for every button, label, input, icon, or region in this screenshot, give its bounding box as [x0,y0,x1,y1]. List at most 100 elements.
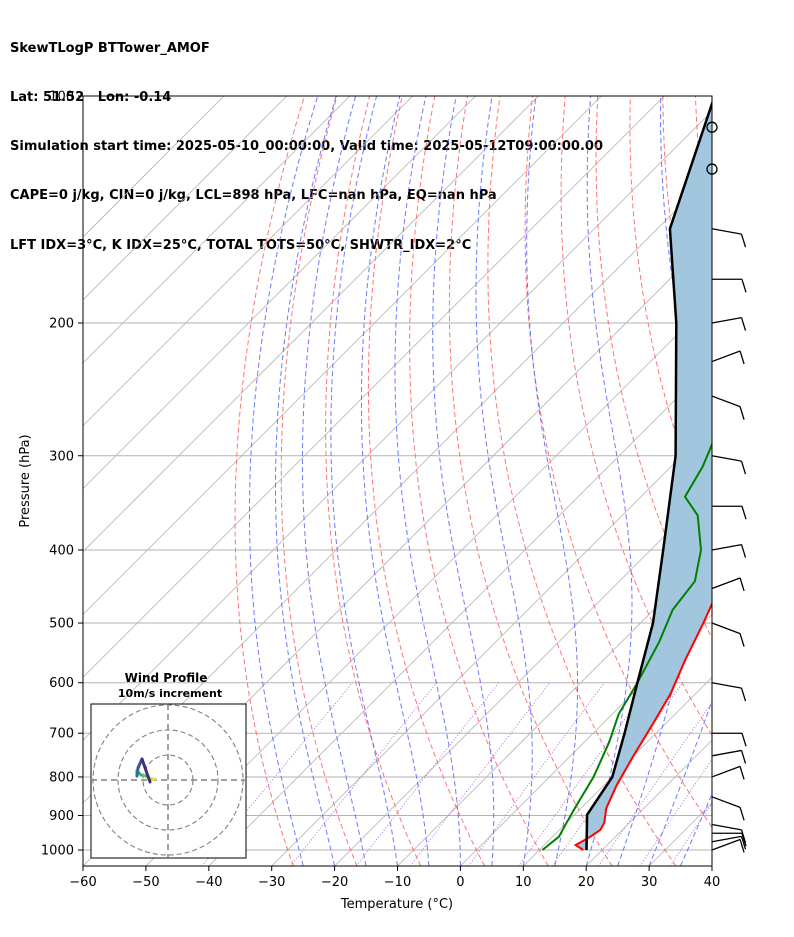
x-tick-label: 10 [515,875,532,890]
wind-barb-staff [711,316,742,324]
isotherm-gridline [83,96,539,553]
wind-barb-flag [739,577,745,592]
wind-barb-staff [711,796,741,808]
wind-barb-flag [740,317,747,331]
wind-barb-staff [711,350,741,363]
mixing-ratio-line [409,682,550,866]
isotherm-gridline [83,96,413,427]
wind-barb-calm [706,163,718,175]
moist-adiabat [394,96,461,866]
wind-barb-flag [741,506,747,520]
moist-adiabat [585,96,633,866]
wind-barb-flag [740,544,747,558]
y-tick-label: 700 [49,727,74,742]
isotherm-gridline [83,96,225,238]
axis-ticks: −60 −50 −40 −30 −20 −10 0 10 20 30 40 1000 900 800 700… [41,90,720,891]
moist-adiabat [302,96,367,866]
y-tick-label: 900 [49,809,74,824]
wind-barbs [706,121,747,853]
hodograph-title: Wind Profile [125,671,208,685]
y-tick-label: 1000 [41,844,74,859]
dry-adiabat [487,96,677,866]
wind-barb-flag [740,460,747,475]
dry-adiabat [367,96,485,866]
moist-adiabat [475,96,533,866]
isotherm-gridline [397,550,712,866]
wind-barb-staff [711,765,741,778]
hodograph-trace-segment [140,757,152,784]
wind-barb-flag [739,633,745,647]
x-tick-label: 40 [704,875,721,890]
wind-barb-flag [740,829,747,844]
isotherm-gridline [711,865,712,866]
mixing-ratio-line [468,682,605,866]
isotherm-gridline [83,96,602,615]
wind-barb-flag [739,807,745,821]
isotherm-gridline [460,613,712,866]
moist-adiabat [249,96,319,866]
isotherm-gridline [648,802,712,866]
y-tick-label: 400 [49,543,74,558]
isotherm-gridline [83,96,351,364]
isotherm-gridline [523,676,712,866]
y-tick-label: 200 [49,316,74,331]
isotherm-gridline [83,110,712,741]
dry-adiabat [524,96,712,829]
hodograph-subtitle: 10m/s increment [118,687,222,700]
x-axis-label: Temperature (°C) [340,897,453,912]
y-tick-label: 300 [49,449,74,464]
hodograph-inset: Wind Profile 10m/s increment [90,671,247,859]
y-tick-label: 500 [49,617,74,632]
y-axis-label: Pressure (hPa) [18,434,33,527]
moist-adiabat [680,793,712,866]
moist-adiabat [648,699,712,866]
y-tick-label: 600 [49,676,74,691]
isotherm-gridline [83,96,288,301]
temperature-line [573,601,712,851]
mixing-ratio-line [201,682,353,866]
x-tick-label: −20 [321,875,348,890]
wind-barb-flag [741,279,747,293]
dewpoint-line [541,442,712,851]
wind-barb-flag [740,233,747,248]
x-tick-label: −10 [384,875,411,890]
wind-barb-staff [711,228,742,235]
moist-adiabat [526,96,578,866]
x-tick-label: 0 [456,875,464,890]
x-tick-label: 30 [641,875,658,890]
x-tick-label: −60 [69,875,96,890]
wind-barb-flag [740,750,747,764]
wind-barb-calm [706,121,718,133]
chart-series-lines [541,99,712,851]
moist-adiabat [330,96,398,866]
mixing-ratio-line [355,682,499,866]
moist-adiabat [617,96,699,866]
x-tick-label: −40 [195,875,222,890]
y-tick-label: 800 [49,770,74,785]
wind-barb-staff [711,823,742,831]
dry-adiabat [234,96,305,866]
dry-adiabat [280,96,358,866]
dry-adiabat [325,96,422,866]
wind-barb-flag [740,687,747,702]
cin-shaded-area [575,103,712,850]
wind-barb-flag [739,350,745,365]
wind-barb-staff [711,835,742,843]
x-tick-label: −30 [258,875,285,890]
wind-barb-flag [741,733,747,747]
x-tick-label: −50 [132,875,159,890]
x-tick-label: 20 [578,875,595,890]
dry-adiabat [448,96,613,866]
dry-adiabat [761,96,794,866]
isotherm-gridline [83,96,476,490]
isotherm-gridline [334,488,712,866]
wind-barb-flag [739,766,745,780]
wind-barb-flag [739,406,745,420]
wind-barb-staff [711,838,741,851]
dry-adiabat [595,96,712,640]
wind-barb-staff [711,682,742,689]
title-line-station: SkewTLogP BTTower_AMOF [10,40,210,56]
wind-barb-flag [740,836,747,850]
moist-adiabat [711,864,712,866]
